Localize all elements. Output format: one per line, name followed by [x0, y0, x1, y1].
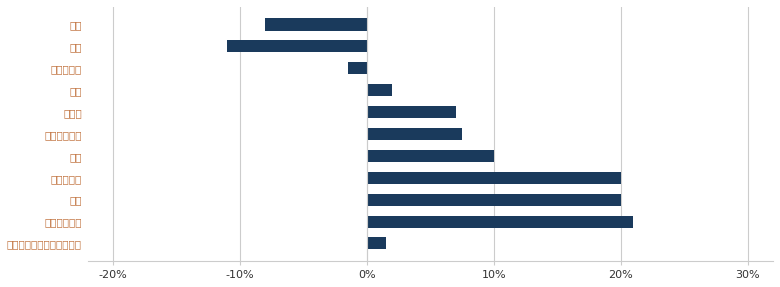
Bar: [367, 106, 456, 118]
Bar: [367, 194, 621, 206]
Bar: [227, 40, 367, 53]
Bar: [367, 216, 633, 228]
Bar: [265, 18, 367, 30]
Bar: [367, 237, 386, 249]
Bar: [367, 150, 494, 162]
Bar: [367, 172, 621, 184]
Bar: [367, 84, 392, 96]
Bar: [348, 62, 367, 74]
Bar: [367, 128, 462, 140]
